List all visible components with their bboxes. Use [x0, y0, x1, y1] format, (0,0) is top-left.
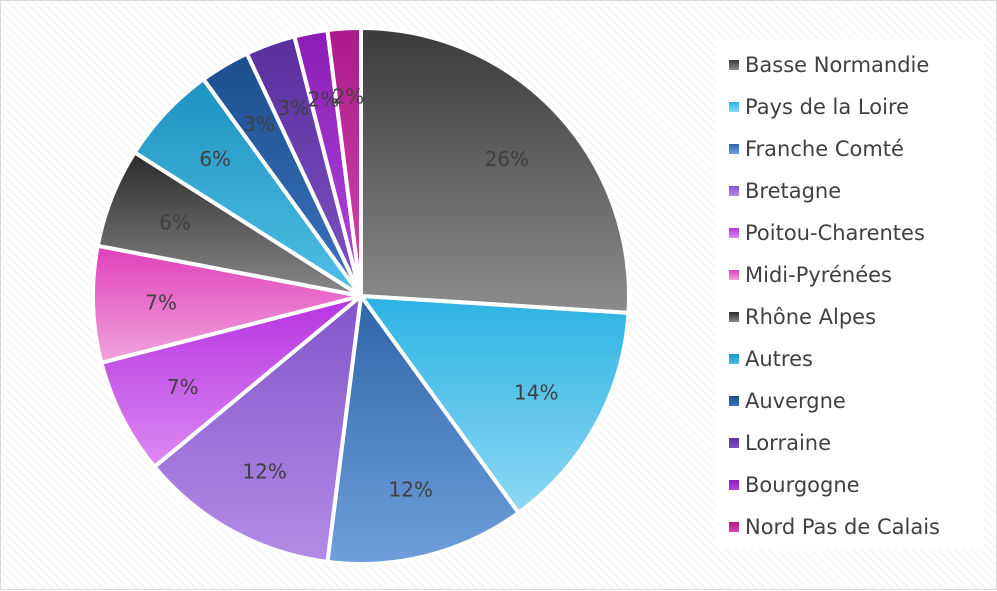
pie-slice-poitou-charentes	[99, 294, 363, 469]
legend-swatch	[729, 186, 739, 196]
legend-item-bretagne: Bretagne	[716, 176, 841, 206]
legend-item-poitou-charentes: Poitou-Charentes	[716, 218, 925, 248]
data-labels: 26%14%12%12%7%7%6%6%3%3%2%2%	[145, 84, 558, 501]
data-label-basse-normandie: 26%	[485, 147, 529, 171]
legend-swatch	[729, 396, 739, 406]
data-label-rhone-alpes: 6%	[159, 210, 191, 234]
pie-slice-bretagne	[152, 294, 363, 564]
legend: Basse Normandie Pays de la Loire Franche C…	[716, 39, 984, 549]
legend-label: Poitou-Charentes	[745, 220, 925, 245]
legend-swatch	[729, 228, 739, 238]
legend-item-auvergne: Auvergne	[716, 386, 846, 416]
legend-swatch	[729, 312, 739, 322]
data-label-bretagne: 12%	[242, 459, 286, 483]
legend-swatch	[729, 270, 739, 280]
data-label-franche-comte: 12%	[389, 478, 433, 502]
legend-item-rhone-alpes: Rhône Alpes	[716, 302, 876, 332]
legend-label: Midi-Pyrénées	[745, 262, 892, 287]
legend-item-basse-normandie: Basse Normandie	[716, 50, 929, 80]
legend-label: Basse Normandie	[745, 52, 930, 77]
pie-slice-franche-comte	[325, 294, 521, 566]
legend-label: Autres	[745, 346, 813, 371]
pie-slices	[91, 25, 631, 566]
legend-label: Franche Comté	[745, 136, 904, 161]
legend-label: Bourgogne	[745, 472, 860, 497]
pie-slice-basse-normandie	[359, 26, 631, 315]
legend-swatch	[729, 60, 739, 70]
legend-item-lorraine: Lorraine	[716, 428, 831, 458]
data-label-poitou-charentes: 7%	[167, 375, 199, 399]
legend-label: Bretagne	[745, 178, 842, 203]
legend-label: Pays de la Loire	[745, 94, 910, 119]
legend-swatch	[729, 102, 739, 112]
pie-slice-pays-de-la-loire	[359, 294, 631, 515]
legend-swatch	[729, 522, 739, 532]
legend-swatch	[729, 144, 739, 154]
pie-slice-midi-pyrenees	[91, 243, 363, 365]
data-label-nord-pas-de-calais: 2%	[333, 84, 365, 108]
legend-item-autres: Autres	[716, 344, 813, 374]
pie-slice-nord-pas-de-calais	[325, 25, 363, 298]
legend-item-pays-de-la-loire: Pays de la Loire	[716, 92, 909, 122]
legend-swatch	[729, 354, 739, 364]
legend-item-nord-pas-de-calais: Nord Pas de Calais	[716, 512, 940, 542]
data-label-midi-pyrenees: 7%	[145, 290, 177, 314]
data-label-autres: 6%	[199, 147, 231, 171]
legend-label: Lorraine	[745, 430, 832, 455]
data-label-auvergne: 3%	[243, 112, 275, 136]
legend-label: Auvergne	[745, 388, 846, 413]
legend-label: Rhône Alpes	[745, 304, 877, 329]
data-label-pays-de-la-loire: 14%	[514, 380, 558, 404]
legend-swatch	[729, 480, 739, 490]
legend-item-midi-pyrenees: Midi-Pyrénées	[716, 260, 892, 290]
legend-item-bourgogne: Bourgogne	[716, 470, 860, 500]
legend-item-franche-comte: Franche Comté	[716, 134, 904, 164]
legend-swatch	[729, 438, 739, 448]
legend-label: Nord Pas de Calais	[745, 514, 940, 539]
data-label-bourgogne: 2%	[308, 88, 340, 112]
data-label-lorraine: 3%	[277, 96, 309, 120]
